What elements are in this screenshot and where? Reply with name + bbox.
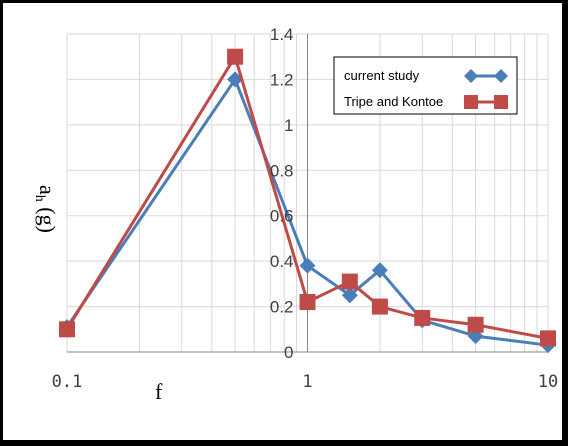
x-tick-label: 10 — [538, 372, 558, 392]
y-tick-label: 1.4 — [270, 25, 294, 44]
series-line — [65, 55, 549, 340]
legend-label: current study — [344, 68, 420, 83]
data-point — [341, 273, 358, 290]
y-tick-label: 0.6 — [270, 207, 294, 226]
legend-marker — [464, 69, 478, 83]
y-axis-label: ah (g) — [32, 185, 60, 233]
data-point — [299, 294, 316, 311]
data-point — [371, 262, 388, 279]
data-point — [467, 316, 484, 333]
axis-titles: f ah (g) — [32, 185, 163, 404]
series-layer — [59, 48, 556, 354]
x-tick-label: 1 — [302, 372, 312, 392]
series-tripe-and-kontoe — [59, 48, 556, 347]
x-axis-label: f — [155, 379, 163, 404]
data-point — [299, 257, 316, 274]
legend-marker — [494, 95, 508, 109]
y-tick-label: 0 — [284, 343, 293, 362]
legend-marker — [464, 95, 478, 109]
x-tick-label: 0.1 — [52, 372, 83, 392]
data-point — [414, 309, 431, 326]
y-tick-label: 0.4 — [270, 252, 294, 271]
data-point — [371, 298, 388, 315]
legend-label: Tripe and Kontoe — [344, 94, 443, 109]
y-tick-label: 0.8 — [270, 161, 294, 180]
y-tick-label: 0.2 — [270, 298, 294, 317]
legend-marker — [494, 69, 508, 83]
series-line — [65, 77, 549, 347]
y-tick-label: 1.2 — [270, 70, 294, 89]
legend-box — [333, 56, 518, 115]
legend: current study Tripe and Kontoe — [333, 56, 518, 115]
data-point — [59, 321, 75, 338]
tick-labels: 0 0.2 0.4 0.6 0.8 1 1.2 1.4 0.1 1 10 — [52, 25, 559, 392]
data-point — [540, 330, 556, 347]
data-point — [341, 287, 358, 304]
data-point — [227, 48, 244, 65]
y-tick-label: 1 — [284, 116, 293, 135]
